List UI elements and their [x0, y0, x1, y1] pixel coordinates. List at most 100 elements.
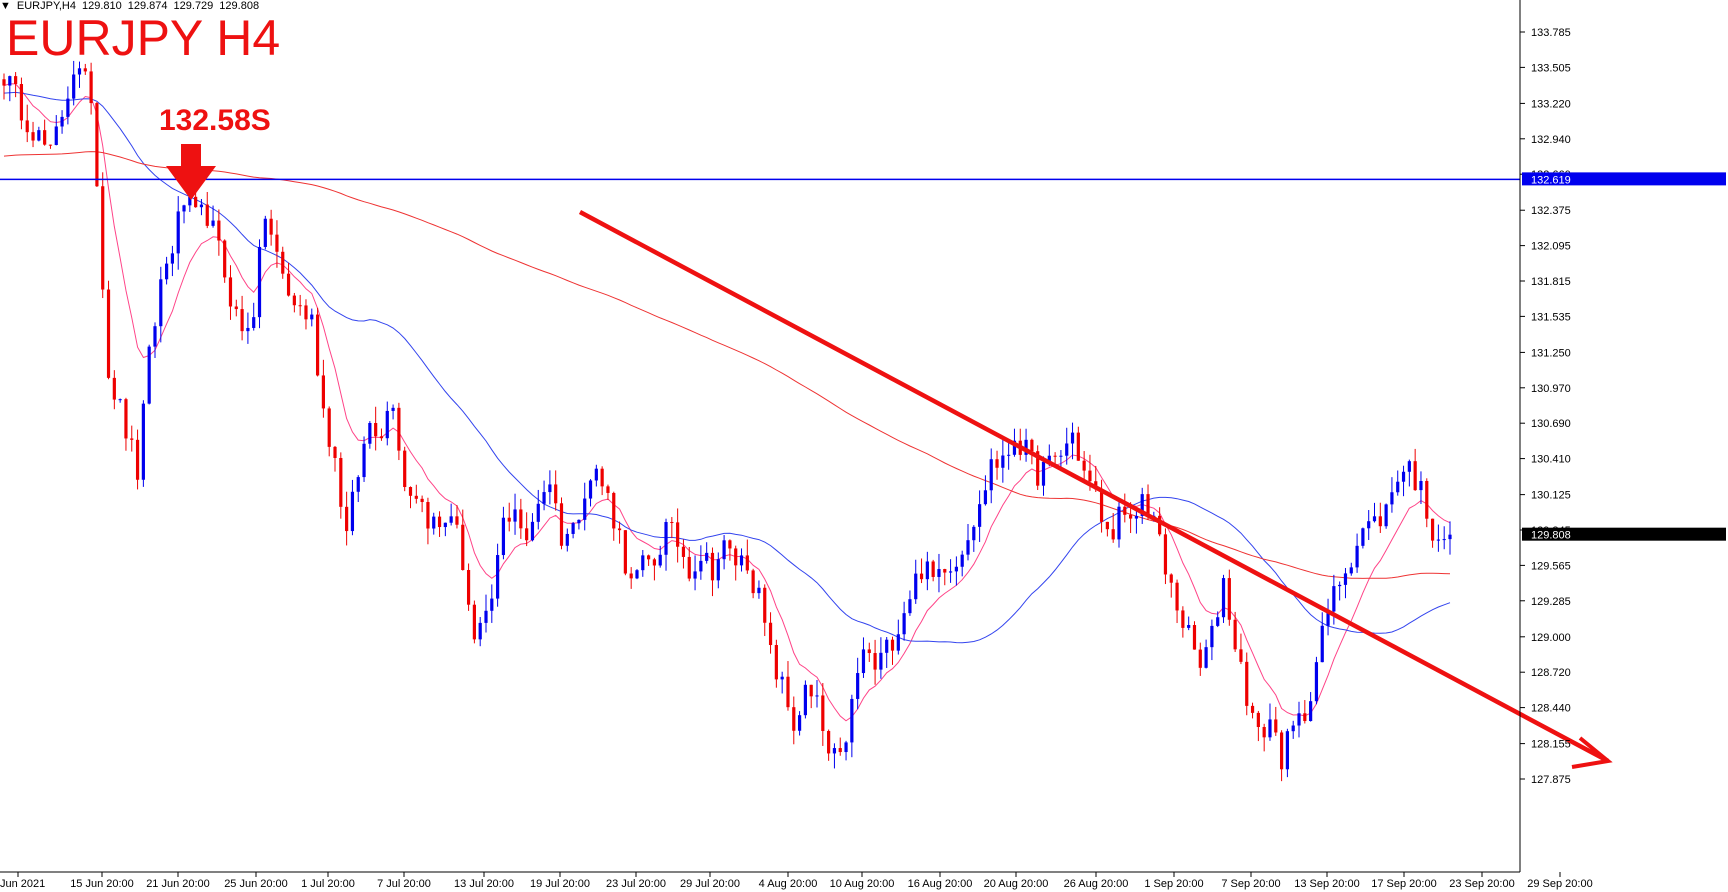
candle-body: [1425, 480, 1429, 519]
candle-body: [1059, 455, 1063, 457]
candle-body: [48, 144, 53, 146]
candle-body: [72, 74, 76, 99]
candle-body: [165, 263, 169, 280]
candle-body: [676, 522, 680, 547]
x-tick-label: 4 Aug 20:00: [759, 878, 818, 890]
triangle-down-icon[interactable]: ▼: [0, 0, 11, 12]
x-tick-label: 20 Aug 20:00: [984, 878, 1049, 890]
candle-body: [1088, 470, 1092, 482]
candle-body: [147, 346, 151, 404]
candle-body: [519, 509, 523, 529]
candle-body: [176, 211, 180, 254]
candle-body: [1332, 586, 1336, 612]
candle-body: [1024, 439, 1028, 455]
candle-body: [159, 279, 163, 327]
candle-body: [1117, 506, 1121, 540]
candle-body: [768, 622, 773, 646]
x-tick-label: 29 Sep 20:00: [1527, 878, 1592, 890]
candle-body: [943, 569, 947, 573]
candle-body: [1338, 584, 1342, 587]
candle-body: [257, 246, 262, 318]
candle-body: [954, 566, 958, 572]
candle-body: [815, 695, 819, 697]
candle-body: [1349, 567, 1353, 574]
candle-body: [246, 327, 250, 332]
candle-body: [588, 480, 593, 499]
candle-body: [577, 519, 581, 524]
ma-slow-line: [3, 151, 1451, 579]
y-tick-label: 131.815: [1531, 276, 1571, 288]
candle-body: [1041, 461, 1046, 486]
candle-body: [1053, 455, 1057, 457]
candle-body: [827, 730, 831, 754]
candle-body: [234, 306, 238, 310]
candle-body: [1401, 471, 1406, 482]
y-tick-label: 133.220: [1531, 98, 1571, 110]
ma-mid-line: [3, 91, 1451, 644]
y-tick-label: 132.375: [1531, 205, 1571, 217]
x-tick-label: 1 Jul 20:00: [301, 878, 355, 890]
candle-body: [1158, 515, 1162, 535]
candle-body: [1419, 480, 1423, 491]
candle-body: [658, 554, 662, 566]
candle-body: [1140, 494, 1144, 516]
candle-body: [530, 521, 535, 541]
x-tick-label: 1 Sep 20:00: [1144, 878, 1203, 890]
y-tick-label: 129.000: [1531, 632, 1571, 644]
candle-body: [1343, 573, 1348, 585]
candle-body: [1396, 481, 1400, 493]
candle-body: [188, 196, 192, 206]
candle-body: [914, 573, 918, 600]
candle-body: [664, 522, 668, 555]
candle-body: [1285, 731, 1289, 770]
candle-body: [1181, 610, 1185, 628]
candle-body: [443, 522, 447, 528]
candle-body: [437, 516, 442, 528]
candle-body: [1105, 521, 1109, 530]
symbol-timeframe: EURJPY,H4: [16, 0, 76, 12]
candle-body: [19, 84, 24, 121]
candle-body: [14, 76, 18, 85]
candle-body: [983, 490, 988, 505]
candle-body: [31, 132, 35, 141]
y-tick-label: 132.940: [1531, 134, 1571, 146]
candle-body: [687, 556, 691, 579]
candle-body: [385, 410, 389, 439]
ohlc-high: 129.874: [127, 0, 168, 12]
candle-body: [252, 317, 256, 328]
candle-body: [223, 240, 227, 278]
candle-body: [496, 555, 500, 599]
candle-body: [821, 695, 825, 731]
candle-body: [1076, 432, 1080, 461]
candle-body: [350, 491, 355, 532]
candle-body: [1123, 506, 1127, 515]
candle-body: [571, 523, 575, 534]
chart-header: ▼ EURJPY,H4 129.810 129.874 129.729 129.808: [0, 0, 265, 14]
candle-body: [780, 676, 784, 680]
y-tick-label: 130.410: [1531, 454, 1571, 466]
candle-body: [873, 653, 877, 670]
candle-body: [194, 196, 198, 208]
candle-body: [130, 438, 134, 440]
candle-body: [1221, 578, 1226, 618]
candle-body: [199, 204, 204, 208]
candle-body: [310, 314, 314, 320]
candle-body: [739, 555, 744, 566]
x-tick-label: 16 Aug 20:00: [908, 878, 973, 890]
candle-body: [89, 71, 93, 104]
candle-body: [705, 552, 709, 561]
candle-body: [763, 587, 767, 623]
candle-body: [461, 524, 465, 571]
candle-body: [77, 68, 82, 75]
candle-body: [548, 484, 552, 493]
candle-body: [205, 204, 209, 226]
y-tick-label: 130.125: [1531, 490, 1571, 502]
candle-body: [315, 314, 320, 376]
x-tick-label: 17 Sep 20:00: [1371, 878, 1436, 890]
candle-body: [432, 516, 436, 529]
candle-body: [890, 639, 895, 651]
candle-body: [978, 504, 982, 527]
